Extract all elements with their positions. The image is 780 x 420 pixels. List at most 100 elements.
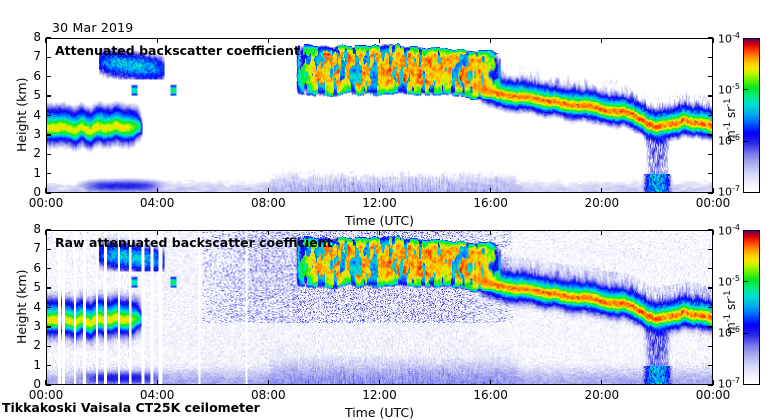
y-tick-label-0-1: 1 (33, 165, 41, 180)
x-tick-top-1-0 (45, 230, 47, 235)
y-tick-label-0-0: 0 (33, 185, 41, 199)
colorbar-unit-label-0: m-1 sr-1 (723, 97, 738, 142)
y-tick-right-0-2 (708, 153, 713, 155)
y-axis-label-0: Height (km) (14, 77, 29, 152)
x-tick-0-6 (712, 188, 714, 193)
y-tick-right-1-2 (708, 345, 713, 347)
x-tick-1-3 (378, 380, 381, 385)
colorbar-tick-0-2 (743, 140, 748, 142)
colorbar-unit-label-1: m-1 sr-1 (723, 289, 738, 334)
x-tick-top-0-6 (712, 38, 714, 43)
y-tick-1-4 (46, 306, 51, 309)
x-tick-label-1-5: 20:00 (584, 388, 620, 402)
y-tick-right-1-0 (708, 384, 713, 386)
y-tick-label-0-3: 3 (33, 126, 41, 141)
x-tick-1-6 (712, 380, 714, 385)
x-tick-1-5 (601, 380, 603, 385)
x-tick-label-0-6: 00:00 (695, 196, 731, 210)
x-tick-label-0-4: 16:00 (473, 196, 508, 210)
colorbar-tick-label-0-2: 10-6 (718, 133, 740, 148)
y-tick-right-0-6 (708, 76, 713, 78)
y-tick-label-1-6: 6 (33, 260, 41, 275)
y-tick-0-6 (46, 76, 51, 78)
y-tick-1-8 (46, 229, 51, 231)
x-tick-label-1-4: 16:00 (473, 388, 508, 402)
footer-caption: Tikkakoski Vaisala CT25K ceilometer (2, 400, 260, 415)
x-tick-1-0 (45, 380, 47, 385)
x-tick-0-3 (378, 188, 381, 193)
x-tick-label-1-3: 12:00 (362, 388, 397, 402)
x-tick-0-4 (490, 188, 492, 193)
y-tick-1-0 (46, 384, 51, 386)
colorbar-top-gradient (744, 39, 759, 192)
colorbar-tick-0-1 (743, 89, 748, 91)
y-tick-0-5 (46, 95, 51, 97)
x-tick-top-1-2 (267, 230, 269, 235)
y-tick-label-0-7: 7 (33, 49, 41, 64)
colorbar-tick-label-1-0: 10-4 (718, 222, 740, 238)
y-tick-label-1-1: 1 (33, 357, 41, 372)
x-tick-top-0-5 (601, 38, 603, 43)
colorbar-bottom-gradient (744, 231, 759, 384)
colorbar-tick-label-0-3: 10-7 (718, 184, 740, 199)
y-tick-right-0-1 (708, 172, 713, 175)
y-tick-0-2 (46, 153, 51, 155)
x-axis-label-0: Time (UTC) (344, 213, 415, 228)
y-tick-right-1-5 (708, 287, 713, 289)
y-tick-label-1-0: 0 (33, 377, 41, 391)
x-tick-top-0-2 (267, 38, 269, 43)
colorbar-tick-label-1-3: 10-7 (718, 376, 740, 391)
x-tick-label-0-0: 00:00 (28, 196, 64, 210)
x-tick-top-1-3 (378, 230, 381, 235)
x-tick-top-0-4 (490, 38, 492, 43)
x-tick-top-1-6 (712, 230, 714, 235)
x-tick-label-0-3: 12:00 (362, 196, 397, 210)
x-tick-top-0-0 (45, 38, 47, 43)
y-tick-right-0-8 (708, 37, 713, 39)
colorbar-tick-0-3 (743, 191, 748, 193)
x-tick-label-1-6: 00:00 (695, 388, 731, 402)
y-tick-right-1-8 (708, 229, 713, 231)
colorbar-tick-0-0 (743, 38, 748, 40)
y-tick-label-0-2: 2 (33, 146, 41, 161)
y-tick-1-5 (46, 287, 51, 289)
x-axis-label-1: Time (UTC) (344, 405, 415, 420)
y-tick-right-0-4 (708, 114, 713, 117)
y-tick-label-1-7: 7 (33, 241, 41, 256)
y-tick-1-3 (46, 326, 51, 328)
colorbar-tick-1-0 (743, 230, 748, 232)
x-tick-top-0-1 (156, 38, 158, 43)
attenuated-backscatter-heatmap (47, 39, 712, 192)
y-tick-label-0-8: 8 (33, 30, 41, 44)
y-tick-right-0-0 (708, 192, 713, 194)
y-tick-right-1-7 (708, 248, 713, 251)
colorbar-top (743, 38, 760, 193)
y-tick-right-0-5 (708, 95, 713, 97)
y-tick-right-1-3 (708, 326, 713, 328)
date-title: 30 Mar 2019 (52, 20, 134, 35)
y-tick-0-7 (46, 56, 51, 59)
x-tick-label-0-2: 08:00 (251, 196, 286, 210)
colorbar-tick-label-1-2: 10-6 (718, 325, 740, 340)
x-tick-1-1 (156, 380, 158, 385)
y-tick-1-6 (46, 268, 51, 270)
y-tick-0-3 (46, 134, 51, 136)
y-tick-right-1-6 (708, 268, 713, 270)
y-tick-right-1-4 (708, 306, 713, 309)
x-tick-0-5 (601, 188, 603, 193)
y-tick-label-0-5: 5 (33, 88, 41, 103)
x-tick-label-0-1: 04:00 (139, 196, 175, 210)
x-tick-0-2 (267, 188, 269, 193)
y-tick-right-0-7 (708, 56, 713, 59)
y-tick-0-8 (46, 37, 51, 39)
panel-title-attenuated: Attenuated backscatter coefficient (55, 43, 300, 58)
x-tick-label-1-0: 00:00 (28, 388, 64, 402)
colorbar-bottom (743, 230, 760, 385)
y-tick-0-1 (46, 172, 51, 175)
y-tick-label-1-2: 2 (33, 338, 41, 353)
y-tick-1-7 (46, 248, 51, 251)
x-tick-top-0-3 (378, 38, 381, 43)
y-tick-label-0-4: 4 (33, 107, 41, 122)
colorbar-tick-label-0-0: 10-4 (718, 30, 740, 46)
